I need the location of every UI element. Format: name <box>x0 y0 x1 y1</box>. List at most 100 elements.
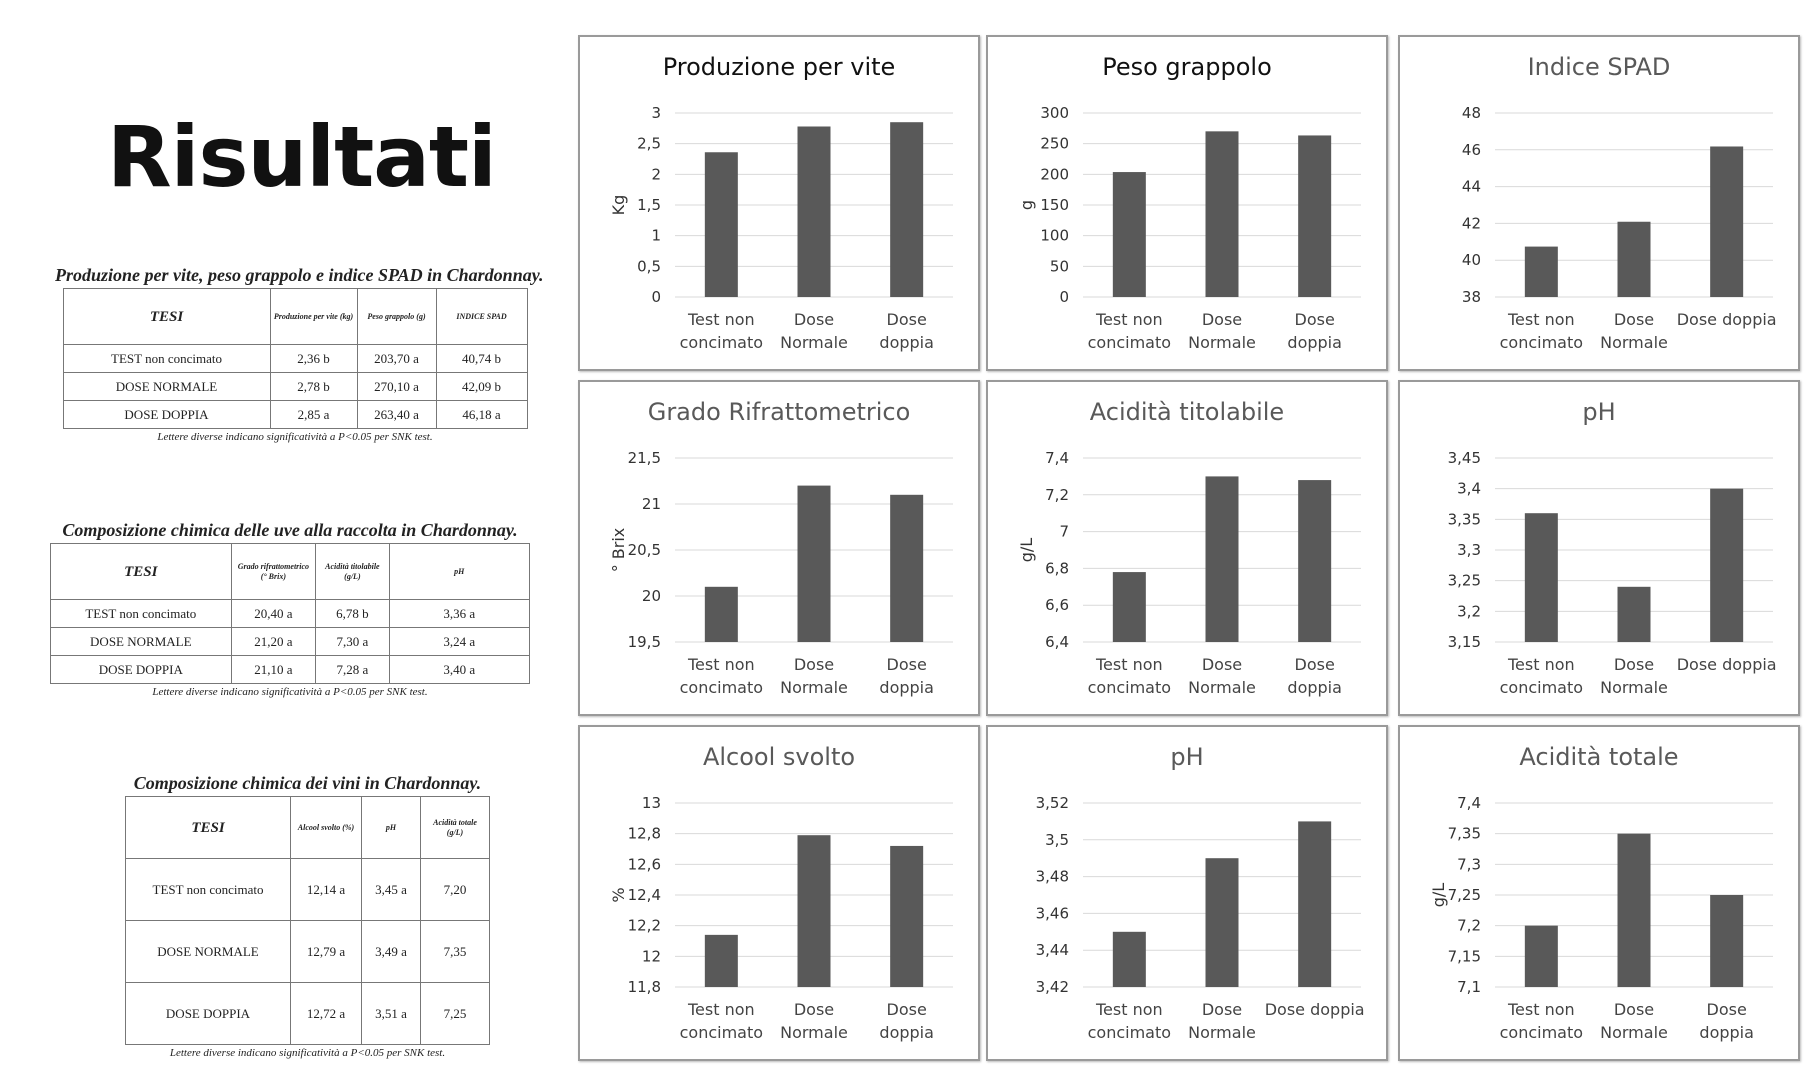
x-category-label: doppia <box>879 333 934 352</box>
x-category-label: Dose <box>1202 655 1242 674</box>
y-tick-label: 12,2 <box>628 917 661 935</box>
table-cell: 7,30 a <box>315 627 390 656</box>
y-tick-label: 7 <box>1059 523 1069 541</box>
y-tick-label: 7,1 <box>1457 978 1481 996</box>
table-cell: 21,10 a <box>230 655 317 684</box>
y-tick-label: 7,3 <box>1457 855 1481 873</box>
table-row: DOSE NORMALE 2,78 b 270,10 a 42,09 b <box>62 372 528 401</box>
table-caption: Produzione per vite, peso grappolo e ind… <box>55 265 544 285</box>
y-tick-label: 3,52 <box>1036 794 1069 812</box>
bar <box>1524 246 1558 297</box>
table-cell: DOSE NORMALE <box>50 627 232 656</box>
chart-title: Produzione per vite <box>662 53 896 81</box>
table-cell: DOSE NORMALE <box>62 372 271 401</box>
table-row: DOSE NORMALE 21,20 a 7,30 a 3,24 a <box>50 627 531 656</box>
x-category-label: Dose <box>1614 1000 1654 1019</box>
bar-chart: 0 0,5 1 1,5 2 2,5 3 Kg Test non concimato Dose Norm… <box>609 104 953 352</box>
bar-chart: 0 50 100 150 200 250 300 g Test non concimato Dose… <box>1017 104 1361 352</box>
y-tick-label: 3,35 <box>1448 510 1481 528</box>
x-category-label: Normale <box>1600 1023 1668 1042</box>
x-category-label: Test non <box>687 655 755 674</box>
table-caption: Composizione chimica delle uve alla racc… <box>62 520 518 540</box>
x-category-label: doppia <box>1287 333 1342 352</box>
y-tick-label: 7,4 <box>1457 794 1481 812</box>
table-header-cell: TESI <box>125 796 291 859</box>
chart-panel: Grado Rifrattometrico 19,5 20 20,5 21 21,5 ° B… <box>578 380 980 716</box>
table-header-cell: Acidità totale (g/L) <box>420 796 490 859</box>
x-category-label: concimato <box>680 1023 763 1042</box>
table-header-row: TESI Produzione per vite (kg) Peso grappol… <box>62 288 528 345</box>
table-header-cell: Peso grappolo (g) <box>356 288 437 345</box>
y-tick-label: 3,25 <box>1448 572 1481 590</box>
x-category-label: Dose doppia <box>1677 655 1777 674</box>
y-axis-label: g <box>1017 200 1036 210</box>
table-cell: 3,40 a <box>388 655 531 684</box>
y-axis-label: Kg <box>609 195 628 216</box>
y-tick-label: 46 <box>1462 141 1481 159</box>
x-category-label: Dose <box>794 1000 834 1019</box>
slide-title: Risultati <box>107 108 497 206</box>
table-header-cell: TESI <box>50 543 232 600</box>
table-header-row: TESI Grado rifrattometrico (° Brix) Acidit… <box>50 543 531 600</box>
bar-chart: 19,5 20 20,5 21 21,5 ° Brix Test non concimato D… <box>609 449 953 697</box>
bar <box>1205 131 1239 297</box>
x-category-label: Dose <box>887 310 927 329</box>
y-tick-label: 21,5 <box>628 449 661 467</box>
table-cell: 3,51 a <box>361 982 421 1045</box>
bar <box>704 152 738 297</box>
table-cell: 12,79 a <box>290 920 362 983</box>
bar <box>890 845 924 987</box>
y-tick-label: 20 <box>642 587 661 605</box>
x-category-label: Test non <box>1095 1000 1163 1019</box>
y-tick-label: 40 <box>1462 251 1481 269</box>
x-category-label: Dose <box>887 655 927 674</box>
table-header-cell: Produzione per vite (kg) <box>269 288 358 345</box>
table-row: DOSE DOPPIA 2,85 a 263,40 a 46,18 a <box>62 400 528 429</box>
y-axis-label: g/L <box>1429 883 1448 908</box>
bar <box>1298 135 1332 297</box>
chart-title: pH <box>1170 743 1204 771</box>
table-cell: 20,40 a <box>230 599 317 628</box>
x-category-label: Dose <box>887 1000 927 1019</box>
bar <box>1205 858 1239 987</box>
x-category-label: doppia <box>1287 678 1342 697</box>
table-row: DOSE NORMALE 12,79 a 3,49 a 7,35 <box>125 920 490 983</box>
bar <box>1298 480 1332 642</box>
y-tick-label: 6,4 <box>1045 633 1069 651</box>
table-cell: 7,20 <box>420 858 490 921</box>
table-header-cell: Grado rifrattometrico (° Brix) <box>230 543 317 600</box>
table-cell: 263,40 a <box>356 400 437 429</box>
x-category-label: concimato <box>1500 333 1583 352</box>
table-cell: 2,36 b <box>269 344 358 373</box>
x-category-label: doppia <box>1699 1023 1754 1042</box>
bar <box>1112 172 1146 297</box>
y-tick-label: 21 <box>642 495 661 513</box>
chart-title: pH <box>1582 398 1616 426</box>
x-category-label: Test non <box>1507 655 1575 674</box>
y-axis-label: % <box>609 887 628 902</box>
table-header-cell: Alcool svolto (%) <box>290 796 362 859</box>
table-caption: Composizione chimica dei vini in Chardon… <box>133 773 482 793</box>
table-header-cell: pH <box>388 543 531 600</box>
bar <box>1112 931 1146 987</box>
x-category-label: concimato <box>680 333 763 352</box>
y-tick-label: 300 <box>1040 104 1069 122</box>
table-cell: 7,25 <box>420 982 490 1045</box>
table-note: Lettere diverse indicano significatività… <box>152 686 428 698</box>
bar <box>1298 821 1332 987</box>
x-category-label: Dose <box>1295 310 1335 329</box>
table-row: TEST non concimato 2,36 b 203,70 a 40,74 b <box>62 344 528 373</box>
y-tick-label: 7,15 <box>1448 947 1481 965</box>
y-tick-label: 7,25 <box>1448 886 1481 904</box>
y-tick-label: 7,2 <box>1045 486 1069 504</box>
chart-panel: Peso grappolo 0 50 100 150 200 250 300 g Test non… <box>986 35 1388 371</box>
chart-panel: Alcool svolto 11,8 12 12,2 12,4 12,6 12,8 13% Te… <box>578 725 980 1061</box>
chart-title: Acidità totale <box>1519 743 1679 771</box>
bar <box>704 586 738 642</box>
chart-panel: pH 3,15 3,2 3,25 3,3 3,35 3,4 3,45 Test non conci… <box>1398 380 1800 716</box>
chart-panel: Acidità titolabile 6,4 6,6 6,8 7 7,2 7,4 g/L Tes… <box>986 380 1388 716</box>
bar-chart: 3,42 3,44 3,46 3,48 3,5 3,52 Test non concimato… <box>1036 794 1365 1042</box>
x-category-label: Test non <box>1095 310 1163 329</box>
x-category-label: concimato <box>1088 333 1171 352</box>
table-row: DOSE DOPPIA 21,10 a 7,28 a 3,40 a <box>50 655 531 684</box>
